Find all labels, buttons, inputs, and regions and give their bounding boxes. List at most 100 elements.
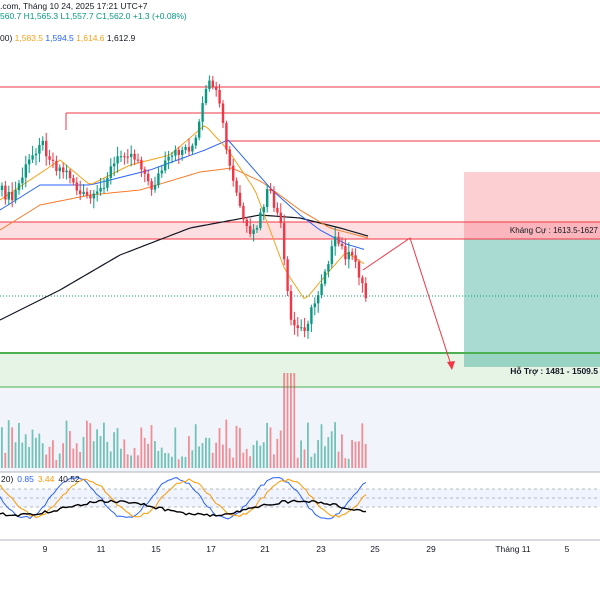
candle-body	[272, 191, 276, 208]
candle-body	[113, 163, 116, 167]
volume-bar	[283, 373, 285, 468]
candle-body	[266, 189, 269, 208]
candle-body	[208, 80, 211, 89]
volume-bar	[198, 446, 200, 468]
volume-bar	[4, 452, 7, 468]
candle-body	[262, 207, 265, 213]
candle-body	[167, 156, 170, 161]
ma-value-2: 1,594.5	[45, 33, 74, 43]
volume-bar	[269, 427, 272, 468]
candle-body	[351, 251, 354, 256]
volume-bar	[45, 454, 47, 468]
volume-bar	[92, 441, 95, 468]
volume-bar	[208, 438, 211, 468]
candle-body	[4, 185, 7, 200]
volume-bar	[228, 448, 231, 468]
candle-body	[153, 185, 157, 190]
candle-body	[283, 223, 286, 260]
candle-body	[194, 137, 197, 146]
candle-body	[85, 191, 89, 196]
volume-bar	[215, 442, 217, 468]
candle-body	[340, 243, 344, 247]
volume-bar	[99, 436, 102, 468]
ma-fast-line	[0, 125, 365, 300]
volume-bar	[41, 443, 44, 468]
header-line-2: 560.7 H1,565.3 L1,557.7 C1,562.0 +1.3 (+…	[0, 11, 187, 21]
candle-body	[317, 295, 320, 304]
candle-body	[221, 103, 225, 123]
support-zone	[0, 353, 600, 387]
volume-bar	[320, 424, 323, 468]
x-tick-label: 5	[565, 544, 570, 554]
header-close: C1,562.0	[96, 11, 131, 21]
candle-body	[164, 160, 167, 171]
x-tick-label: 17	[206, 544, 216, 554]
volume-bar	[361, 423, 364, 468]
volume-bar	[211, 452, 214, 468]
risk-box	[464, 172, 600, 239]
candle-body	[181, 149, 184, 155]
volume-bar	[38, 433, 41, 468]
candle-body	[211, 80, 214, 87]
x-tick-label: 9	[43, 544, 48, 554]
candle-body	[191, 145, 194, 152]
volume-bar	[344, 458, 347, 468]
volume-bar	[62, 443, 64, 468]
candle-body	[21, 177, 24, 184]
volume-bar	[72, 448, 75, 468]
volume-bar	[35, 437, 37, 468]
volume-bar	[28, 447, 30, 468]
volume-bar	[181, 456, 183, 468]
candle-body	[177, 149, 180, 155]
candle-body	[24, 164, 27, 178]
candle-body	[174, 149, 177, 156]
x-tick-label: Tháng 11	[495, 544, 531, 554]
resistance-label: Kháng Cự : 1613.5-1627	[510, 226, 599, 235]
volume-bar	[96, 429, 98, 468]
candle-body	[187, 146, 191, 152]
candle-body	[225, 122, 228, 150]
candle-body	[136, 159, 140, 161]
projection-arrow	[362, 237, 453, 369]
header-open: 560.7	[0, 11, 22, 21]
volume-bar	[171, 456, 173, 468]
volume-bar	[137, 455, 139, 468]
candle-body	[330, 246, 333, 265]
volume-bar	[252, 444, 255, 468]
header-symbol: .com, Tháng 10 24, 2025 17:21 UTC+7	[0, 1, 148, 11]
volume-bar	[69, 431, 71, 468]
resistance-zone	[0, 222, 600, 239]
candle-body	[102, 187, 106, 189]
volume-bar	[201, 443, 204, 468]
candle-body	[170, 155, 174, 157]
volume-bar	[232, 457, 234, 468]
candles	[0, 75, 367, 339]
candle-body	[99, 187, 102, 192]
candle-body	[119, 156, 123, 158]
candle-body	[184, 146, 187, 150]
candle-body	[218, 89, 221, 104]
candle-body	[354, 255, 357, 262]
header-change: +1.3 (+0.08%)	[132, 11, 187, 21]
candle-body	[310, 307, 313, 324]
ma-value-1: 1,583.5	[14, 33, 44, 43]
candle-body	[228, 149, 231, 166]
volume-bar	[7, 420, 10, 468]
volume-bar	[65, 420, 68, 468]
header-ma-line: 00) 1,583.5 1,594.5 1,614.6 1,612.9	[0, 33, 135, 43]
x-axis-ticks: 9 11 15 17 21 23 25 29 Tháng 11 5	[43, 544, 570, 554]
volume-bar	[21, 442, 24, 468]
candle-body	[235, 180, 238, 193]
volume-bar	[327, 437, 330, 468]
volume-bar	[337, 451, 340, 468]
volume-bar	[222, 444, 224, 468]
candle-body	[215, 86, 218, 90]
volume-bar	[307, 422, 309, 468]
volume-bar	[177, 459, 180, 468]
candle-body	[245, 219, 248, 227]
x-tick-label: 23	[316, 544, 326, 554]
volume-bar	[262, 442, 265, 468]
volume-bar	[130, 455, 132, 468]
candle-body	[58, 167, 61, 172]
candle-body	[252, 229, 255, 234]
